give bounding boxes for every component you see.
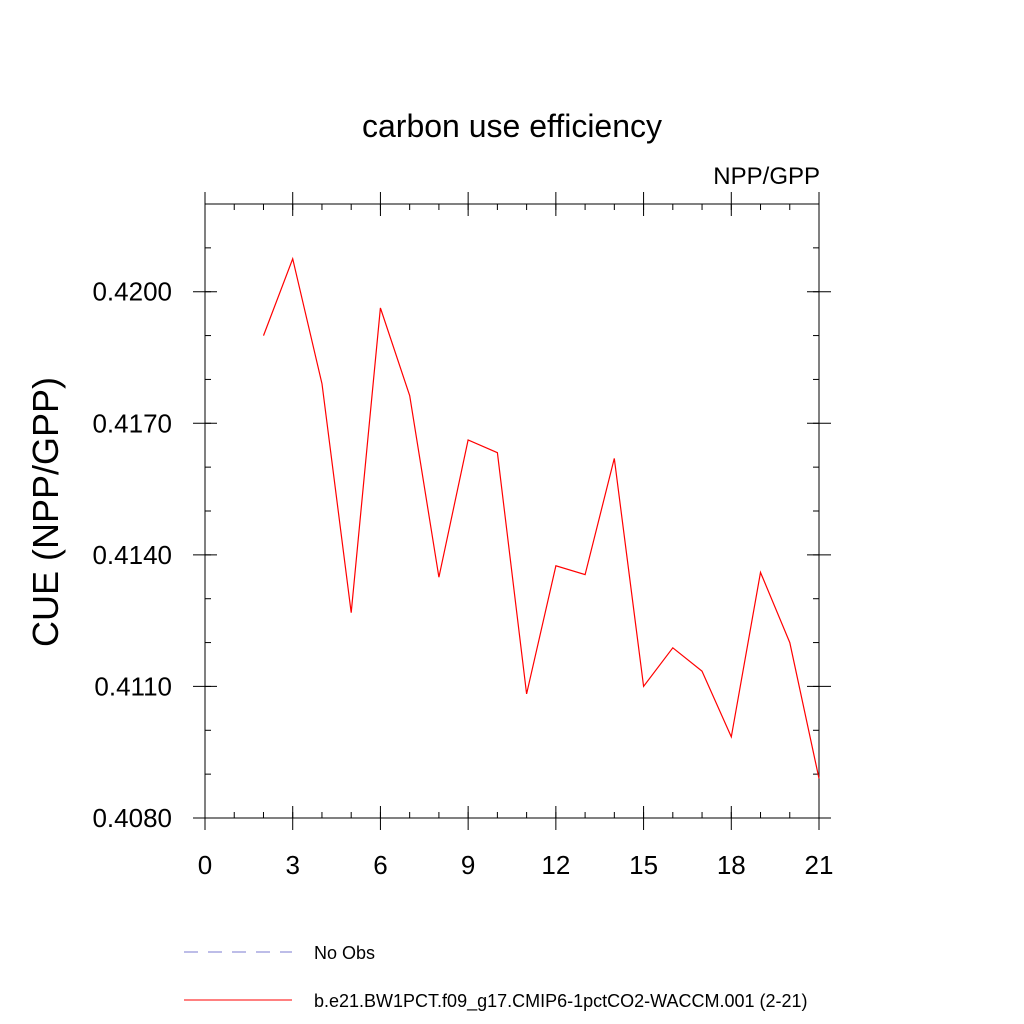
x-tick-label: 3: [285, 850, 299, 880]
x-tick-label: 6: [373, 850, 387, 880]
chart-subtitle: NPP/GPP: [713, 163, 820, 190]
y-tick-label: 0.4170: [92, 408, 172, 438]
y-tick-label: 0.4080: [92, 803, 172, 833]
x-tick-label: 18: [717, 850, 746, 880]
axis-tick-labels: 0 3 6 9 12 15 18 21 0.4080 0.4110 0.4140 0.4170 0.42…: [92, 277, 833, 880]
x-tick-label: 12: [541, 850, 570, 880]
x-tick-label: 9: [461, 850, 475, 880]
chart-title: carbon use efficiency: [362, 108, 662, 144]
y-tick-label: 0.4140: [92, 540, 172, 570]
y-tick-label: 0.4110: [94, 671, 172, 701]
legend: No Obs b.e21.BW1PCT.f09_g17.CMIP6-1pctCO2…: [184, 943, 808, 1012]
series-layer: [262, 256, 820, 779]
legend-entry-label: b.e21.BW1PCT.f09_g17.CMIP6-1pctCO2-WACCM…: [314, 991, 808, 1012]
y-axis-label: CUE (NPP/GPP): [25, 377, 66, 647]
y-tick-label: 0.4200: [92, 277, 172, 307]
legend-entry-label: No Obs: [314, 943, 375, 963]
x-tick-label: 0: [198, 850, 212, 880]
axis-ticks: [193, 192, 831, 830]
x-tick-label: 15: [629, 850, 658, 880]
series-line: [262, 256, 820, 779]
x-tick-label: 21: [805, 850, 834, 880]
